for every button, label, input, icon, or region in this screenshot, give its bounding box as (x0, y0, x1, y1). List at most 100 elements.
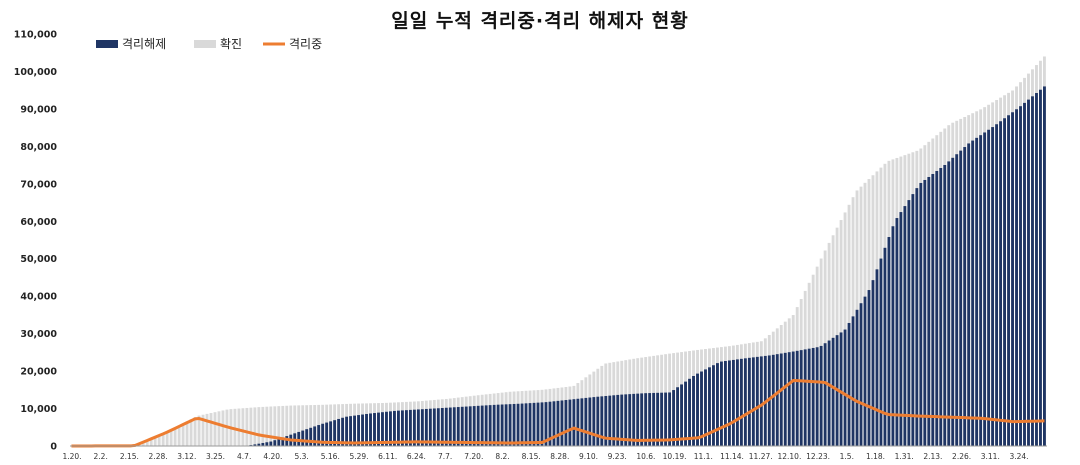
bar-confirmed (177, 425, 181, 446)
bar-released (584, 397, 588, 446)
bar-released (1015, 109, 1018, 446)
bar-released (712, 365, 715, 446)
bar-released (935, 171, 939, 446)
bar-released (424, 408, 428, 446)
x-tick-label: 10.19. (663, 452, 687, 461)
bar-released (723, 361, 727, 446)
y-tick-label: 50,000 (20, 254, 57, 265)
bar-released (688, 378, 691, 446)
bar-released (520, 403, 524, 446)
bar-released (923, 179, 927, 447)
bar-confirmed (157, 435, 161, 446)
bar-released (783, 352, 787, 446)
bar-released (1027, 99, 1030, 447)
bar-released (277, 438, 281, 446)
bar-released (692, 375, 695, 446)
bar-released (875, 269, 879, 446)
bar-released (361, 414, 364, 446)
bar-released (321, 423, 325, 446)
bar-released (708, 367, 711, 446)
bar-released (309, 427, 313, 446)
bar-released (273, 440, 277, 446)
bar-released (492, 404, 496, 446)
bar-confirmed (221, 410, 225, 446)
x-tick-label: 9.23. (608, 452, 627, 461)
bar-released (528, 403, 532, 446)
bar-released (496, 404, 500, 446)
bar-confirmed (209, 413, 213, 446)
bar-released (440, 408, 444, 446)
x-tick-label: 8.15. (522, 452, 541, 461)
bar-released (532, 402, 536, 446)
bar-released (1031, 96, 1034, 446)
bar-released (393, 410, 396, 446)
bar-released (779, 353, 783, 446)
bar-confirmed (289, 405, 293, 446)
bar-confirmed (189, 419, 193, 446)
bar-released (891, 226, 895, 446)
bar-released (564, 400, 568, 446)
y-tick-label: 110,000 (14, 30, 58, 41)
bar-released (325, 422, 329, 446)
bar-confirmed (241, 408, 245, 446)
x-tick-label: 5.29. (349, 452, 368, 461)
bar-released (560, 400, 564, 446)
x-tick-label: 12.10. (777, 452, 801, 461)
bar-released (604, 396, 608, 446)
bar-confirmed (261, 406, 265, 446)
legend-label: 격리중 (289, 37, 322, 51)
x-tick-label: 11.27. (749, 452, 773, 461)
bar-released (385, 411, 388, 446)
bar-released (389, 411, 392, 446)
bar-confirmed (281, 405, 285, 446)
bar-released (632, 393, 636, 446)
bar-released (484, 405, 488, 446)
x-tick-label: 7.20. (464, 452, 483, 461)
bar-released (887, 237, 891, 446)
x-tick-label: 3.25. (206, 452, 225, 461)
bar-released (253, 444, 257, 446)
bar-released (333, 420, 337, 446)
bar-released (369, 413, 372, 446)
bar-confirmed (277, 406, 281, 446)
legend-swatch (194, 40, 216, 48)
bar-released (261, 442, 265, 446)
bar-released (416, 409, 420, 446)
bar-released (791, 351, 795, 446)
bar-released (983, 132, 987, 446)
bar-released (1019, 106, 1022, 446)
x-tick-label: 2.15. (120, 452, 139, 461)
bar-released (831, 337, 835, 446)
bar-released (999, 121, 1003, 447)
bar-released (620, 394, 624, 446)
bar-released (397, 410, 400, 446)
bar-confirmed (141, 442, 145, 446)
x-tick-label: 5.16. (321, 452, 340, 461)
x-tick-label: 8.2. (495, 452, 509, 461)
bar-confirmed (193, 417, 197, 446)
bar-released (839, 332, 843, 446)
bar-released (979, 135, 983, 446)
bar-released (955, 154, 959, 446)
bar-released (616, 394, 620, 446)
bar-confirmed (201, 414, 205, 446)
x-tick-label: 3.11. (981, 452, 1000, 461)
bar-released (269, 441, 273, 446)
bar-released (823, 343, 827, 446)
legend-label: 격리해제 (122, 37, 166, 51)
bar-released (1011, 112, 1014, 446)
bar-released (879, 258, 883, 446)
bar-released (871, 280, 875, 446)
bar-released (349, 416, 353, 446)
y-tick-label: 90,000 (20, 104, 57, 115)
x-tick-label: 2.13. (923, 452, 942, 461)
x-tick-label: 4.20. (263, 452, 282, 461)
bar-released (987, 129, 991, 446)
bar-released (508, 404, 512, 446)
bar-released (971, 140, 975, 447)
bar-released (927, 176, 931, 447)
bar-confirmed (145, 440, 149, 446)
bar-released (771, 354, 775, 446)
bar-confirmed (237, 408, 241, 446)
